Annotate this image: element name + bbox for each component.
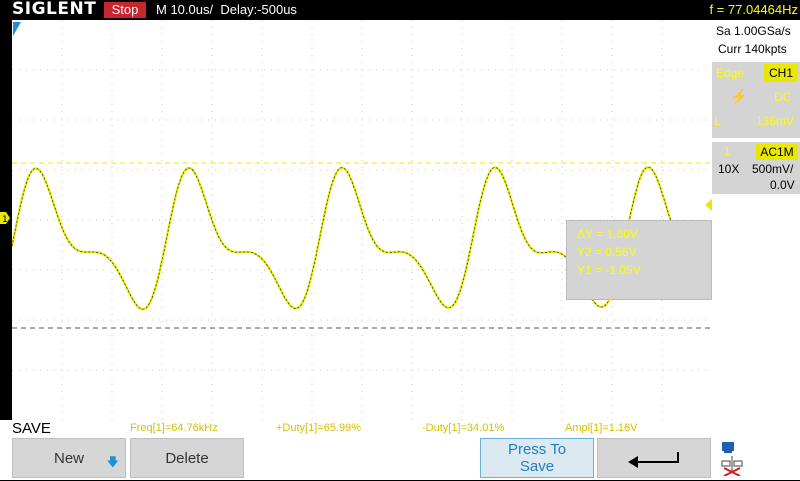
press-to-save-button[interactable]: Press To Save xyxy=(480,438,594,478)
measurement-pos-duty: +Duty[1]=65.99% xyxy=(276,422,362,434)
measurement-bar: Freq[1]=64.76kHz +Duty[1]=65.99% -Duty[1… xyxy=(0,420,800,438)
trigger-level: 136mV xyxy=(756,114,795,128)
trigger-position-marker[interactable] xyxy=(13,22,21,36)
press-to-save-line1: Press To xyxy=(507,441,567,458)
channel-index: 1 xyxy=(724,144,731,158)
new-button[interactable]: New 🡇 xyxy=(12,438,126,478)
delay-value: Delay:-500us xyxy=(220,2,297,17)
ch1-trace-dots xyxy=(11,166,713,310)
softkey-bar: New 🡇 Delete Press To Save xyxy=(0,438,800,480)
vertical-offset: 0.0V xyxy=(770,178,795,192)
network-status-icon xyxy=(720,442,744,477)
cursor-delta-y: ΔY = 1.60V xyxy=(577,227,638,241)
menu-title: SAVE xyxy=(12,420,51,437)
timebase-readout[interactable]: M 10.0us/ Delay:-500us xyxy=(156,2,297,17)
press-to-save-line2: Save xyxy=(519,458,555,475)
waveform-graticule xyxy=(10,20,713,420)
trigger-settings-block[interactable]: Edge CH1 ⚡ DC L 136mV xyxy=(712,62,800,138)
measurement-amplitude: Ampl[1]=1.16V xyxy=(565,422,638,434)
arrow-down-icon: 🡇 xyxy=(106,455,119,469)
delete-button-label: Delete xyxy=(165,449,209,467)
trigger-coupling: DC xyxy=(774,90,792,104)
return-arrow-icon xyxy=(628,452,679,468)
probe-ratio: 10X xyxy=(718,162,740,176)
sample-rate: Sa 1.00GSa/s xyxy=(716,24,791,38)
brand-logo: SIGLENT xyxy=(12,0,97,19)
waveform-display[interactable]: ΔY = 1.60V Y2 = 0.56V Y1 = -1.05V xyxy=(10,20,713,420)
timebase-value: M 10.0us/ xyxy=(156,2,214,17)
top-status-bar xyxy=(0,0,800,20)
cursor-y2: Y2 = 0.56V xyxy=(577,245,637,259)
run-state-badge[interactable]: Stop xyxy=(104,2,146,18)
cursor-readout-box: ΔY = 1.60V Y2 = 0.56V Y1 = -1.05V xyxy=(566,220,712,300)
memory-depth: Curr 140kpts xyxy=(718,42,787,56)
vertical-scale: 500mV/ xyxy=(752,162,794,176)
right-info-panel: Sa 1.00GSa/s Curr 140kpts Edge CH1 ⚡ DC … xyxy=(712,20,800,420)
ch1-level-marker[interactable]: 1 xyxy=(0,211,10,225)
trigger-source: CH1 xyxy=(764,64,798,82)
svg-text:1: 1 xyxy=(2,215,8,224)
return-button[interactable] xyxy=(597,438,711,478)
edge-rising-icon: ⚡ xyxy=(730,88,748,104)
measurement-neg-duty: -Duty[1]=34.01% xyxy=(422,422,505,434)
trigger-level-marker[interactable] xyxy=(705,198,713,212)
trigger-level-icon: L xyxy=(714,114,721,128)
trigger-type: Edge xyxy=(716,66,745,80)
channel1-settings-block[interactable]: 1 AC1M 10X 500mV/ 0.0V xyxy=(712,142,800,194)
new-button-label: New xyxy=(53,449,84,467)
trigger-frequency: f = 77.04464Hz xyxy=(709,2,798,17)
cursor-y1: Y1 = -1.05V xyxy=(577,263,641,277)
delete-button[interactable]: Delete xyxy=(130,438,244,478)
channel-coupling: AC1M xyxy=(756,144,798,160)
measurement-freq: Freq[1]=64.76kHz xyxy=(130,422,218,434)
